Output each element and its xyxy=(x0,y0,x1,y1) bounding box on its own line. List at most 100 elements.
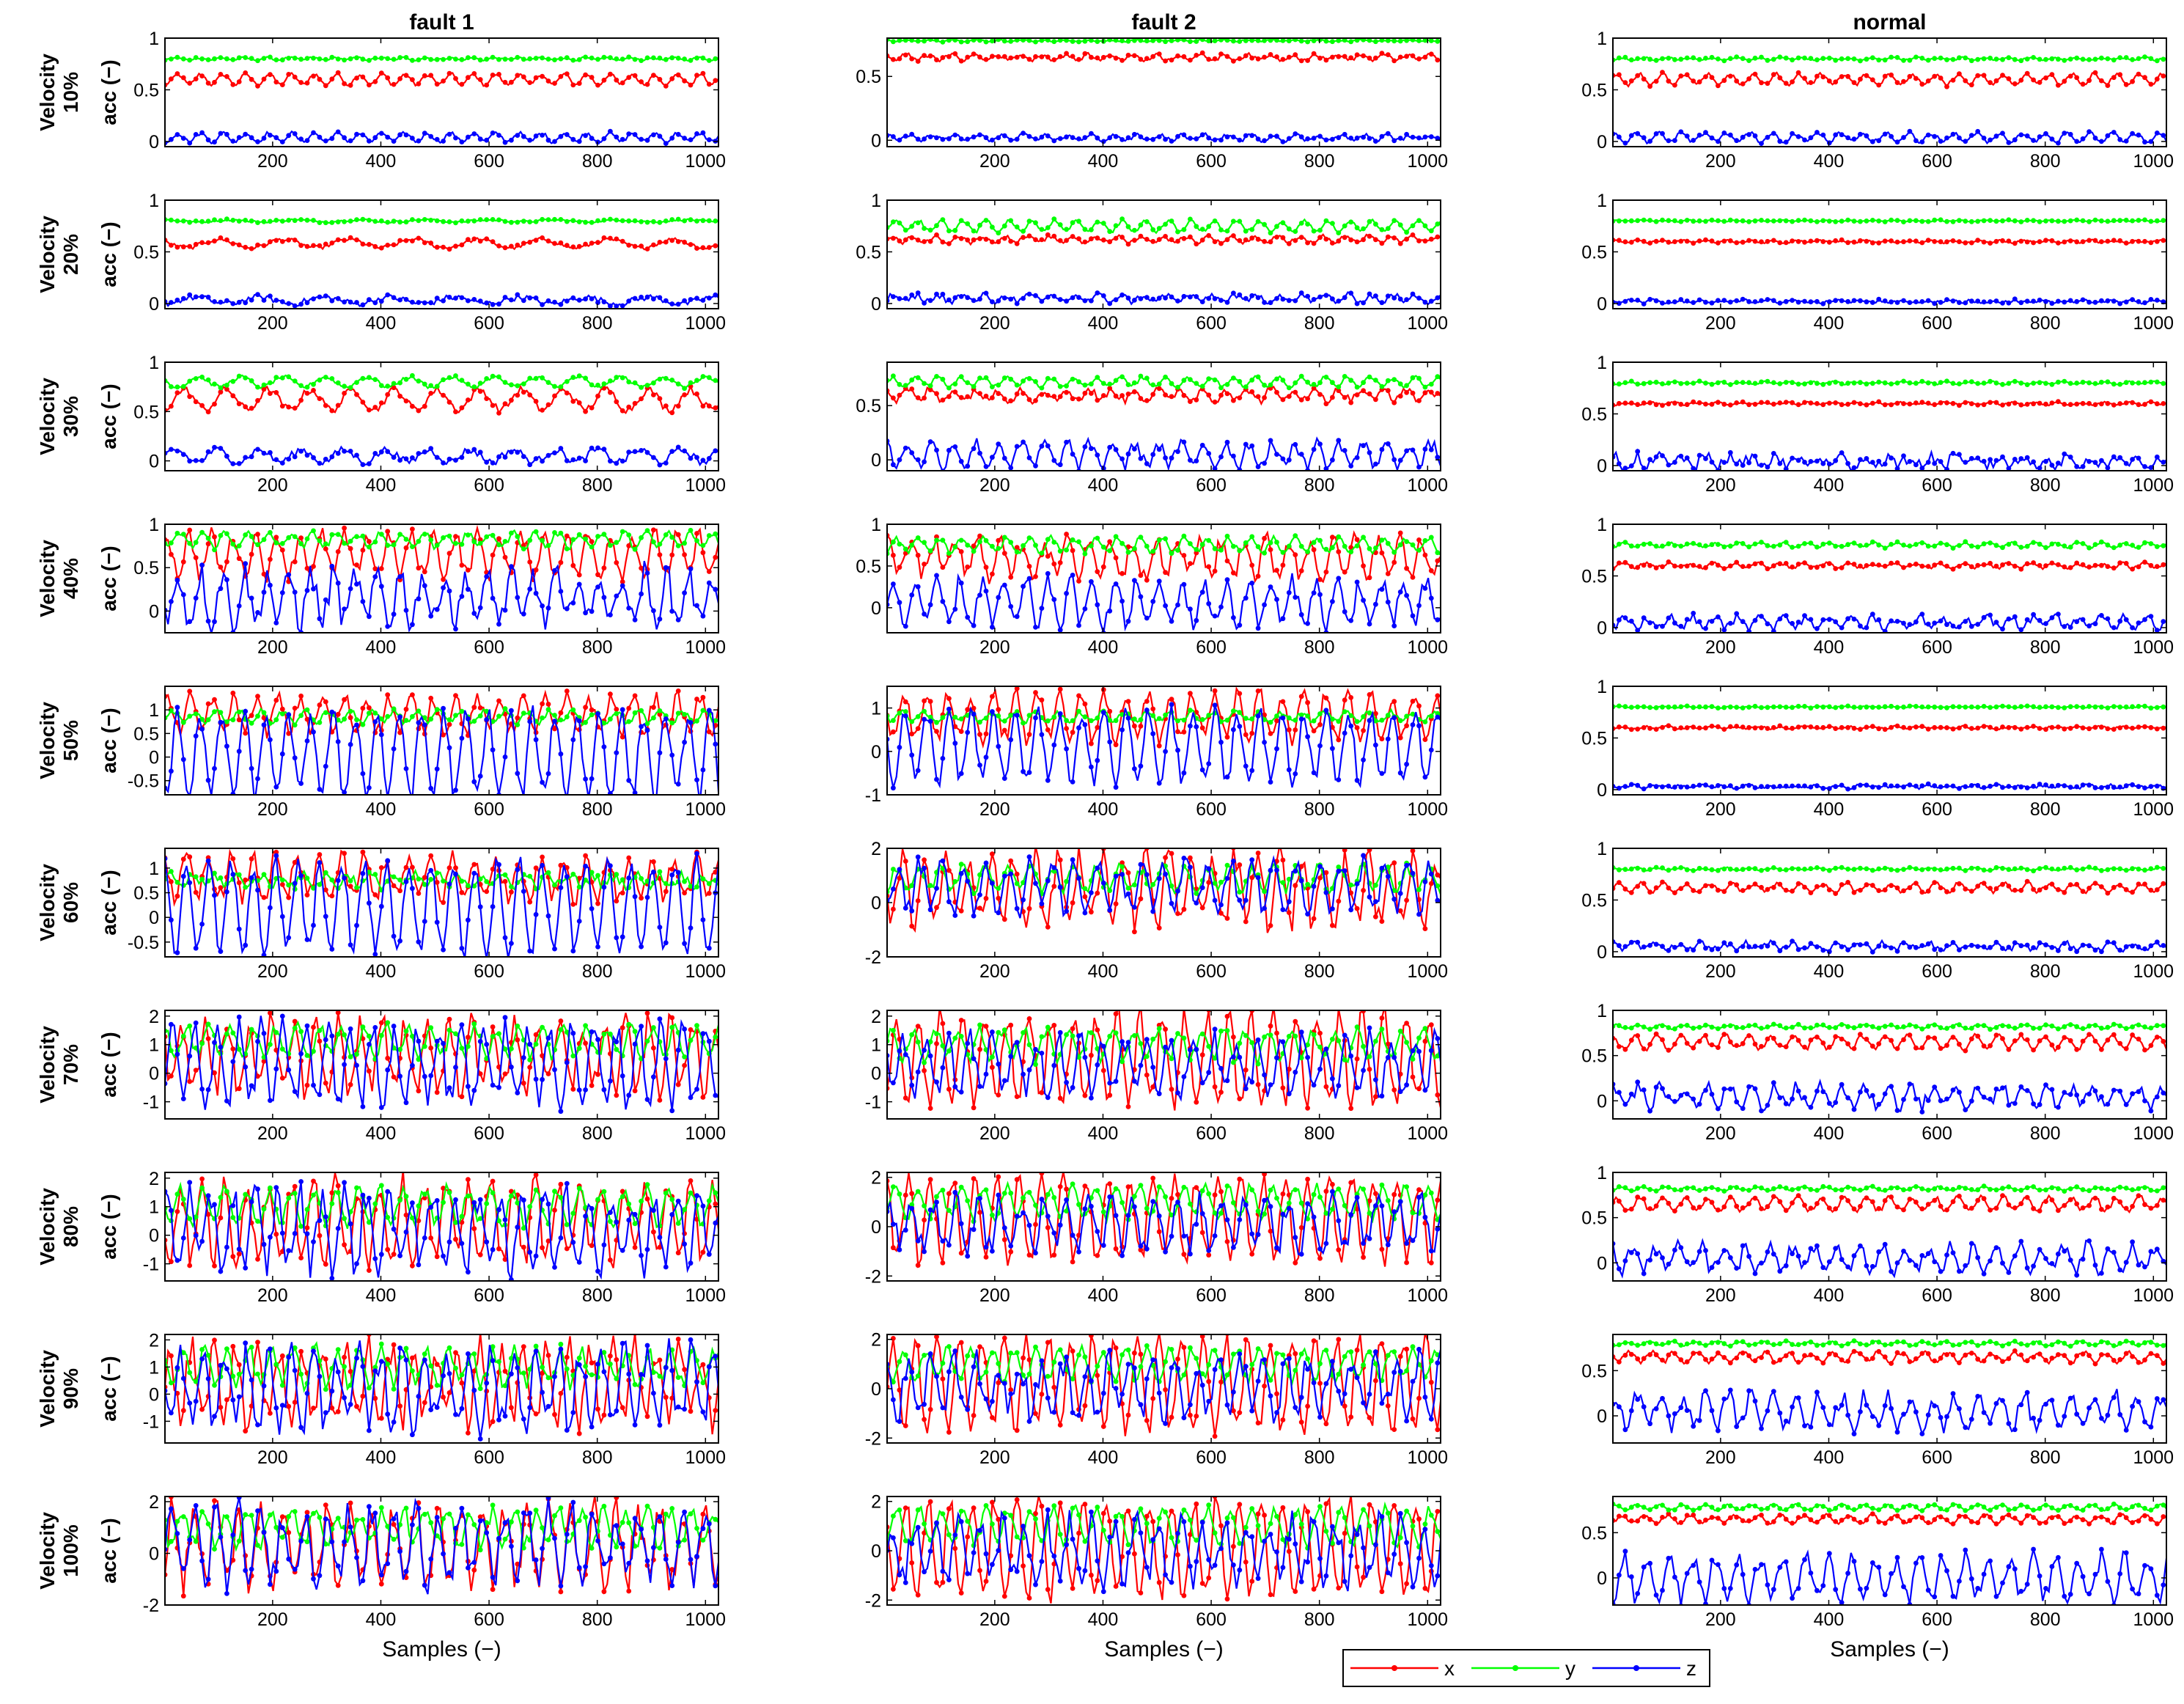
point-x xyxy=(342,1354,347,1360)
point-y xyxy=(1373,221,1378,227)
point-z xyxy=(403,879,409,884)
point-x xyxy=(1008,574,1014,580)
point-y xyxy=(329,532,335,537)
row-label-percent: 100% xyxy=(59,1524,82,1577)
point-z xyxy=(434,1515,440,1520)
point-x xyxy=(490,1024,496,1029)
point-z xyxy=(317,1573,323,1579)
point-z xyxy=(552,450,557,455)
point-z xyxy=(1336,576,1342,581)
point-x xyxy=(490,552,496,558)
point-z xyxy=(589,1511,595,1517)
point-y xyxy=(342,1032,347,1038)
point-y xyxy=(354,885,359,890)
point-x xyxy=(1385,234,1391,240)
series-z xyxy=(165,851,718,957)
point-z xyxy=(1026,770,1032,775)
point-y xyxy=(509,1519,514,1525)
point-y xyxy=(348,538,353,544)
axes-frame xyxy=(164,1334,719,1444)
point-y xyxy=(218,533,224,538)
point-z xyxy=(626,449,632,455)
x-tick-label: 1000 xyxy=(685,1609,726,1630)
x-tick-label: 1000 xyxy=(685,475,726,496)
point-x xyxy=(1150,1084,1156,1090)
point-z xyxy=(446,881,452,887)
point-z xyxy=(484,717,490,722)
point-z xyxy=(1144,461,1150,466)
point-x xyxy=(311,243,316,249)
point-y xyxy=(576,532,582,537)
point-x xyxy=(1095,569,1100,574)
point-z xyxy=(700,767,706,773)
point-y xyxy=(651,55,656,61)
point-z xyxy=(971,711,977,717)
point-y xyxy=(1132,546,1137,551)
point-x xyxy=(484,396,490,401)
point-y xyxy=(1163,374,1168,380)
point-z xyxy=(552,719,557,724)
x-tick-label: 600 xyxy=(474,1609,504,1630)
point-x xyxy=(1188,399,1193,404)
point-y xyxy=(934,223,939,229)
point-y xyxy=(521,218,526,224)
point-z xyxy=(286,1248,292,1254)
point-y xyxy=(1379,383,1385,389)
point-z xyxy=(1330,457,1335,463)
point-x xyxy=(965,394,971,400)
point-x xyxy=(1095,397,1100,403)
point-y xyxy=(1113,718,1119,724)
point-z xyxy=(558,1583,564,1589)
point-x xyxy=(243,244,249,250)
point-x xyxy=(583,1040,588,1046)
point-x xyxy=(1100,237,1106,243)
point-y xyxy=(1416,38,1422,43)
point-y xyxy=(589,712,595,718)
point-x xyxy=(323,1502,328,1508)
point-x xyxy=(1391,559,1397,565)
point-x xyxy=(1379,240,1385,246)
point-x xyxy=(403,238,409,243)
point-x xyxy=(1286,910,1292,915)
point-x xyxy=(422,875,427,880)
point-z xyxy=(1082,910,1088,916)
point-x xyxy=(453,1350,458,1356)
point-y xyxy=(1354,38,1360,43)
y-tick-label: -0.5 xyxy=(128,771,159,792)
y-tick-label: -1 xyxy=(143,1092,159,1113)
point-x xyxy=(1082,894,1088,900)
point-z xyxy=(1379,771,1385,776)
point-x xyxy=(1039,237,1045,243)
point-z xyxy=(1107,135,1113,141)
point-x xyxy=(1336,549,1342,554)
point-x xyxy=(348,884,353,889)
point-z xyxy=(403,1100,409,1106)
point-z xyxy=(1367,718,1372,724)
point-x xyxy=(360,400,366,405)
point-z xyxy=(1298,716,1304,722)
point-z xyxy=(713,1092,718,1098)
point-y xyxy=(169,708,174,713)
ylabel: acc (−) xyxy=(98,708,120,774)
point-z xyxy=(484,1239,490,1245)
point-y xyxy=(342,57,347,63)
point-y xyxy=(205,1021,211,1027)
point-z xyxy=(1397,590,1403,595)
point-y xyxy=(1385,864,1391,870)
point-x xyxy=(1001,727,1007,733)
point-z xyxy=(663,1557,669,1562)
point-z xyxy=(570,737,576,743)
point-y xyxy=(236,709,242,715)
point-y xyxy=(934,38,939,43)
point-x xyxy=(230,82,236,87)
point-y xyxy=(459,1046,465,1051)
point-z xyxy=(304,138,310,144)
point-y xyxy=(1243,716,1249,721)
point-x xyxy=(403,864,409,870)
point-x xyxy=(273,535,279,540)
point-x xyxy=(180,1408,186,1414)
point-y xyxy=(298,1371,304,1377)
point-x xyxy=(304,1510,310,1516)
point-z xyxy=(1095,757,1100,763)
point-z xyxy=(422,919,427,924)
